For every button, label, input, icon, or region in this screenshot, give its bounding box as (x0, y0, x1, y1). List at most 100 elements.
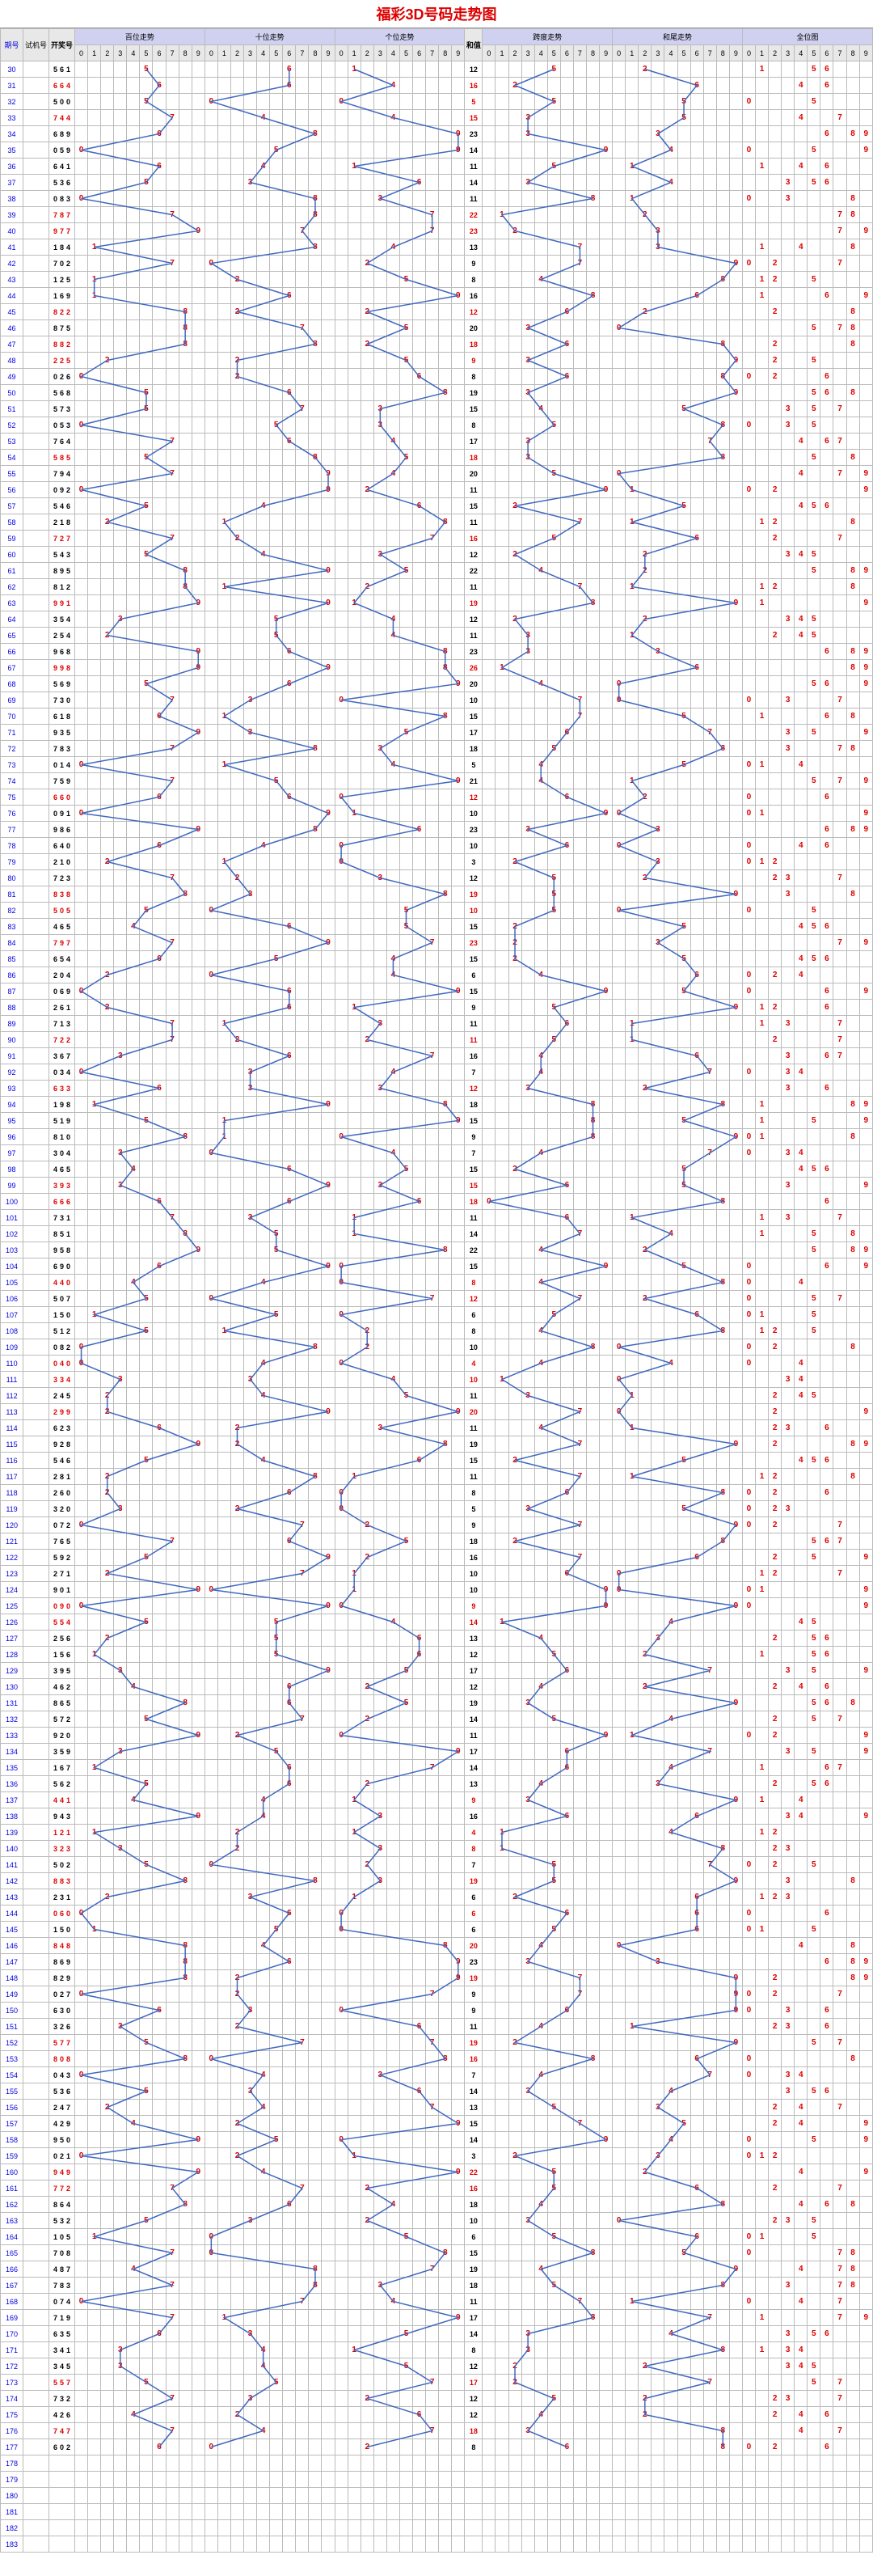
trend-cell (322, 547, 335, 563)
trend-cell (179, 773, 192, 789)
test-cell (23, 757, 49, 773)
open-cell: 091 (49, 806, 75, 822)
open-cell: 083 (49, 191, 75, 207)
hewei-cell (652, 741, 664, 757)
trend-cell (230, 1210, 243, 1226)
trend-cell (257, 482, 270, 498)
trend-cell (373, 1097, 386, 1113)
trend-cell (127, 450, 140, 466)
kua-cell: 5 (547, 94, 560, 110)
kua-cell (483, 628, 496, 644)
open-cell: 787 (49, 207, 75, 223)
hewei-cell (703, 159, 716, 175)
hewei-cell (716, 94, 729, 110)
hewei-cell (690, 789, 703, 806)
trend-cell (413, 514, 426, 531)
hewei-cell (664, 61, 677, 78)
trend-cell (166, 304, 179, 320)
hewei-cell: 0 (613, 806, 626, 822)
trend-cell (439, 450, 452, 466)
trend-cell (192, 838, 205, 854)
kua-cell (496, 1064, 508, 1081)
all-cell (795, 1258, 808, 1275)
trend-cell (230, 1064, 243, 1081)
hewei-cell (626, 450, 639, 466)
period-cell: 91 (1, 1048, 23, 1064)
all-cell (808, 789, 820, 806)
kua-cell (496, 223, 508, 239)
trend-cell (426, 353, 439, 369)
kua-cell (560, 434, 573, 450)
trend-cell (88, 660, 101, 676)
kua-cell (573, 611, 586, 628)
trend-cell (166, 239, 179, 256)
trend-cell: 2 (101, 854, 114, 870)
hewei-cell (652, 1275, 664, 1291)
hewei-cell (652, 498, 664, 514)
hewei-cell (729, 773, 742, 789)
trend-cell (309, 369, 322, 385)
trend-cell (413, 385, 426, 401)
all-cell (808, 757, 820, 773)
trend-cell (296, 175, 309, 191)
kua-cell (496, 676, 508, 692)
digit-head: 1 (755, 45, 768, 61)
kua-cell (508, 466, 521, 482)
hewei-cell (677, 466, 690, 482)
hewei-cell (729, 1145, 742, 1161)
all-cell (769, 1194, 782, 1210)
trend-cell (153, 142, 166, 159)
trend-cell (179, 1097, 192, 1113)
kua-cell (521, 1000, 534, 1016)
trend-cell (439, 1048, 452, 1064)
open-cell: 794 (49, 466, 75, 482)
trend-cell (140, 1000, 153, 1016)
trend-cell (361, 78, 373, 94)
kua-cell (560, 676, 573, 692)
kua-cell (560, 1258, 573, 1275)
trend-cell (244, 61, 257, 78)
all-cell (782, 1242, 795, 1258)
trend-cell (179, 417, 192, 434)
trend-cell (114, 757, 127, 773)
hewei-cell (690, 466, 703, 482)
trend-cell (205, 207, 217, 223)
trend-cell (335, 806, 348, 822)
trend-cell (75, 256, 88, 272)
all-cell: 2 (769, 967, 782, 983)
kua-cell (547, 175, 560, 191)
trend-cell (166, 1161, 179, 1178)
all-cell (833, 595, 846, 611)
all-cell (859, 951, 872, 967)
hewei-cell (690, 1291, 703, 1307)
all-cell (782, 822, 795, 838)
kua-cell (547, 660, 560, 676)
kua-cell (600, 595, 613, 611)
trend-cell (335, 660, 348, 676)
trend-cell (270, 1210, 283, 1226)
trend-cell (296, 207, 309, 223)
trend-cell: 9 (452, 288, 465, 304)
trend-cell (322, 854, 335, 870)
hewei-cell (639, 983, 652, 1000)
kua-cell (496, 1145, 508, 1161)
all-cell (769, 806, 782, 822)
trend-cell (205, 1097, 217, 1113)
kua-cell (573, 935, 586, 951)
hewei-cell (729, 725, 742, 741)
trend-cell (230, 725, 243, 741)
hewei-cell (677, 1275, 690, 1291)
hewei-cell (639, 644, 652, 660)
trend-cell (217, 870, 230, 886)
hewei-cell (652, 175, 664, 191)
trend-cell (205, 595, 217, 611)
kua-cell (534, 1178, 547, 1194)
all-cell: 5 (808, 611, 820, 628)
trend-cell (244, 434, 257, 450)
kua-cell (586, 1194, 599, 1210)
trend-cell (217, 1081, 230, 1097)
trend-cell (309, 434, 322, 450)
trend-cell: 7 (166, 434, 179, 450)
trend-cell (75, 628, 88, 644)
hewei-cell: 1 (626, 1032, 639, 1048)
